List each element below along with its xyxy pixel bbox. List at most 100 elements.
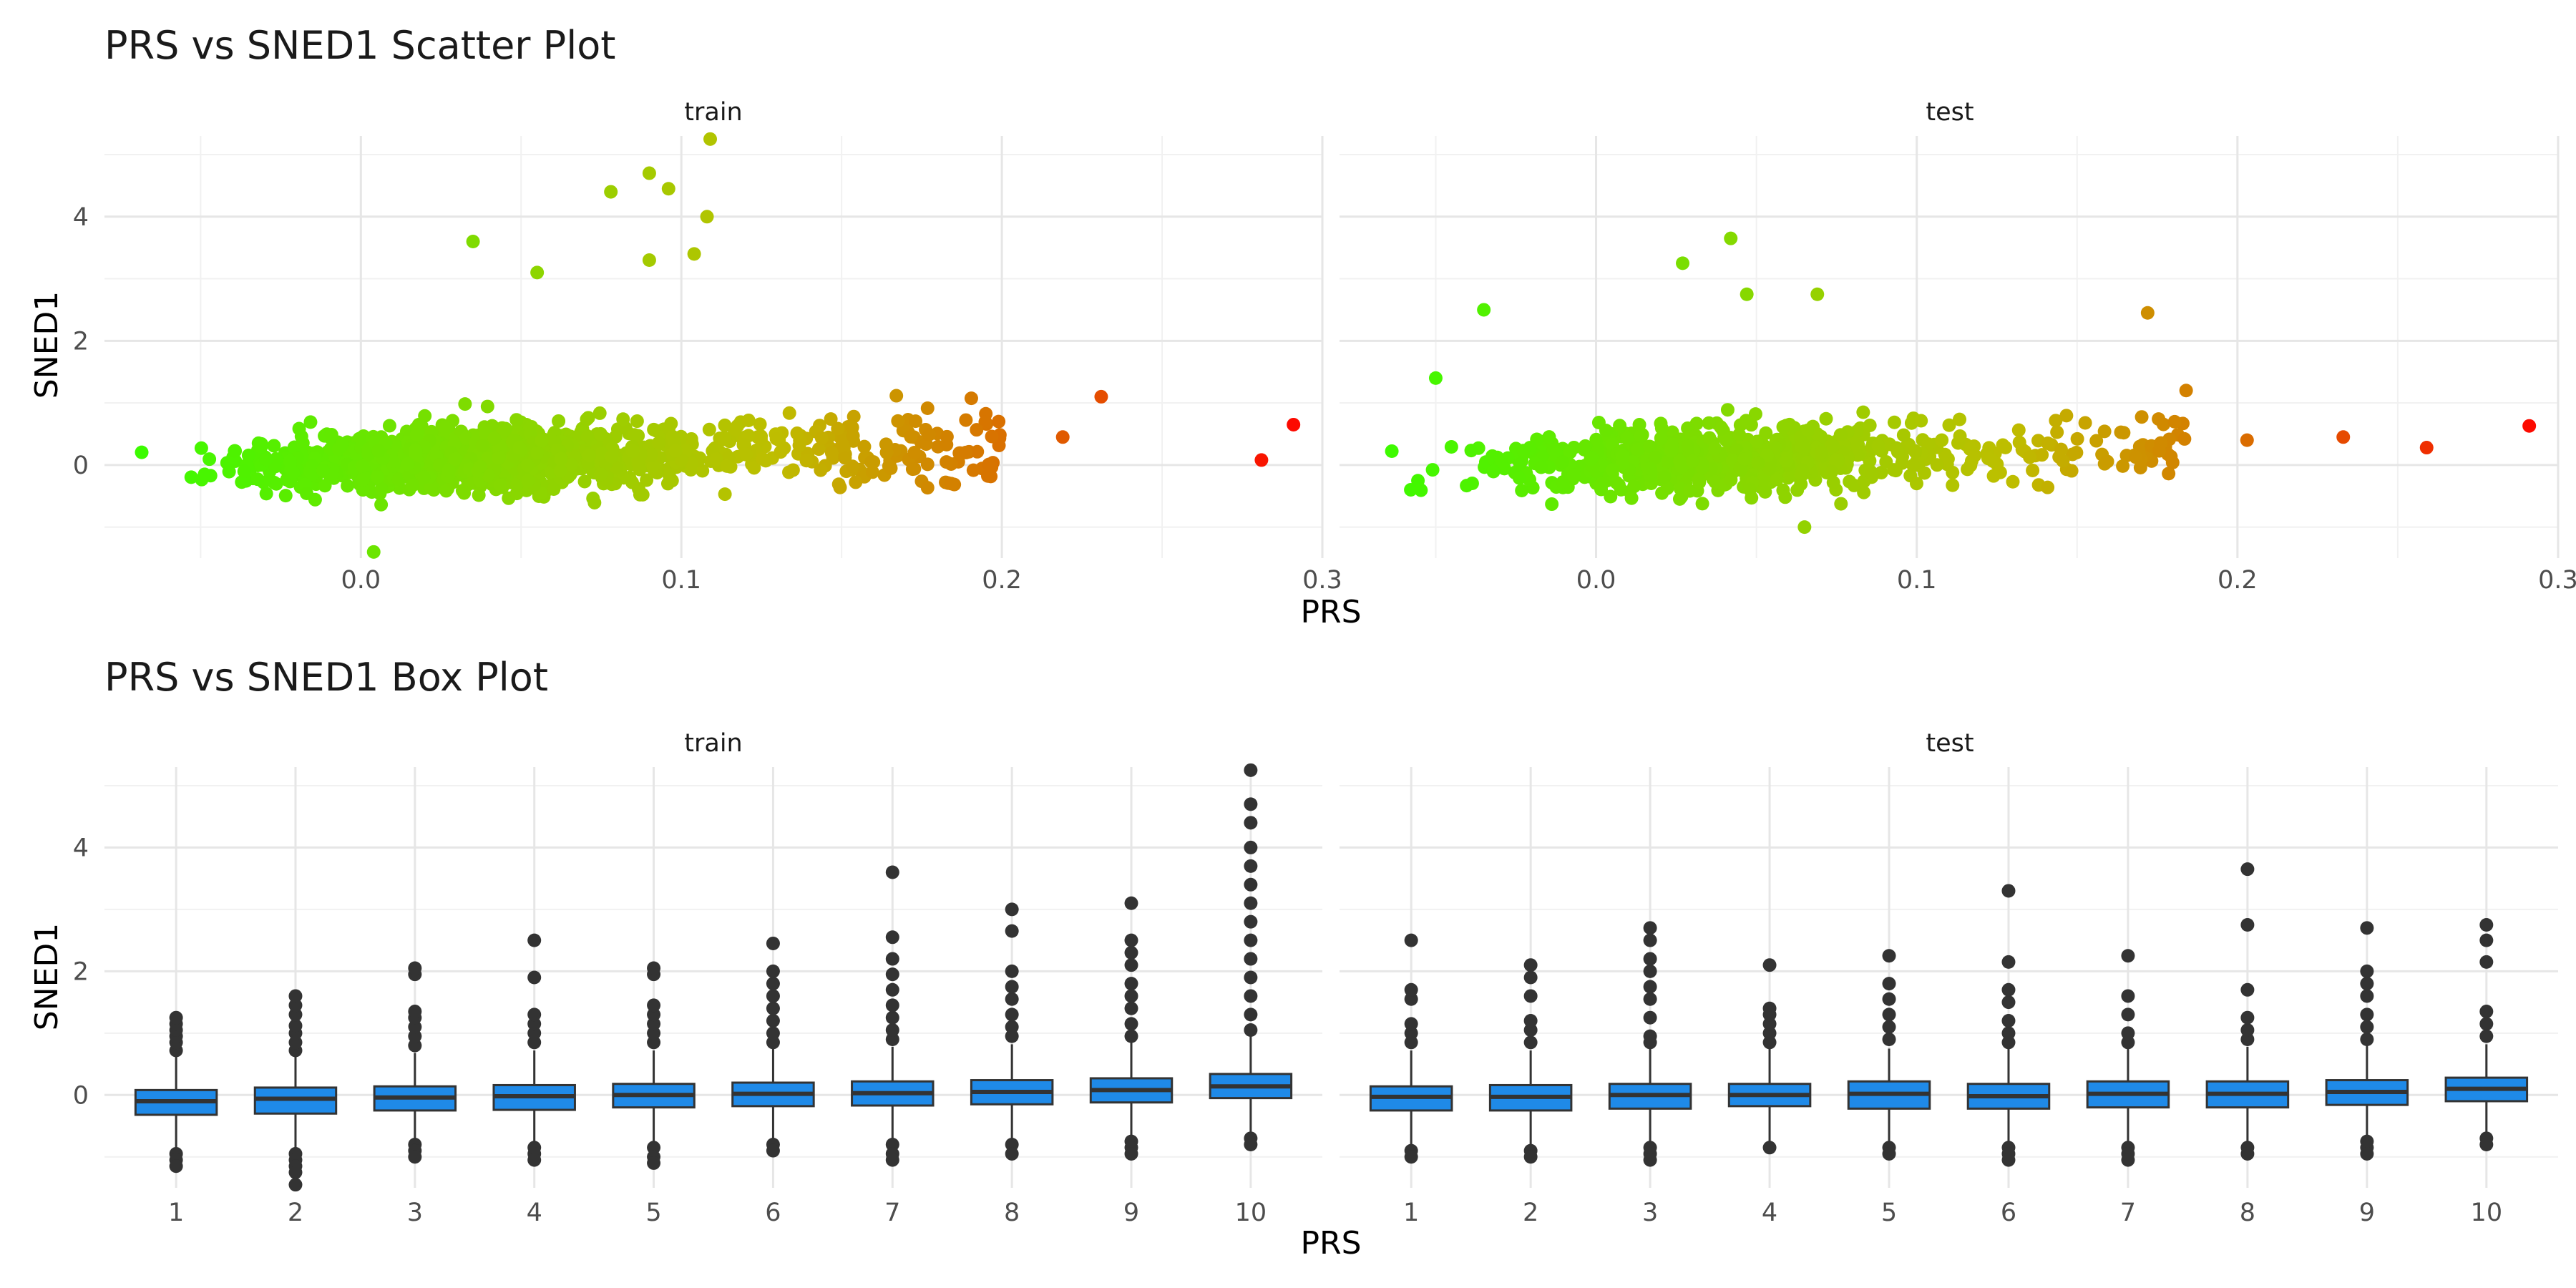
scatter-point <box>1857 485 1871 499</box>
outlier-point <box>2001 1014 2016 1028</box>
scatter-point <box>2059 409 2074 423</box>
outlier-point <box>1643 1010 1657 1025</box>
scatter-point <box>2100 454 2114 469</box>
scatter-point <box>1654 421 1669 435</box>
scatter-point <box>720 459 734 473</box>
scatter-point <box>458 397 472 411</box>
scatter-point <box>879 437 893 452</box>
scatter-point <box>1513 457 1527 471</box>
outlier-point <box>885 1010 899 1025</box>
scatter-point <box>441 463 456 477</box>
x-tick-label: 0.0 <box>341 566 381 595</box>
scatter-point <box>2070 431 2084 446</box>
outlier-point <box>766 936 780 950</box>
scatter-point <box>1953 429 1967 443</box>
x-tick-label: 2 <box>288 1199 303 1227</box>
scatter-point <box>630 414 644 429</box>
scatter-point <box>1287 417 1301 431</box>
outlier-point <box>408 961 422 975</box>
scatter-strip-train: train <box>684 98 742 127</box>
scatter-point <box>920 457 935 472</box>
scatter-point <box>847 409 861 424</box>
scatter-point <box>438 421 452 435</box>
scatter-point <box>2177 431 2192 446</box>
scatter-point <box>1497 462 1511 476</box>
scatter-point <box>1831 453 1845 467</box>
scatter-point <box>1516 444 1531 458</box>
scatter-point <box>530 446 545 460</box>
scatter-point <box>406 478 420 492</box>
scatter-point <box>592 406 607 420</box>
scatter-point <box>530 265 545 280</box>
scatter-point <box>1464 444 1478 458</box>
x-tick-label: 2 <box>1523 1199 1538 1227</box>
scatter-point <box>1834 497 1848 511</box>
scatter-point <box>228 444 242 458</box>
outlier-point <box>2001 955 2016 969</box>
scatter-point <box>1477 303 1491 317</box>
outlier-point <box>527 1153 542 1167</box>
scatter-point <box>739 447 753 462</box>
scatter-point <box>1719 433 1733 447</box>
scatter-point <box>2026 463 2040 477</box>
scatter-point <box>466 235 480 248</box>
scatter-point <box>512 441 527 455</box>
scatter-point <box>2078 416 2092 430</box>
scatter-point <box>1611 478 1626 492</box>
outlier-point <box>1005 924 1019 938</box>
scatter-point <box>577 474 592 489</box>
scatter-point <box>628 428 642 442</box>
outlier-point <box>1523 958 1538 972</box>
scatter-point <box>2167 414 2182 429</box>
x-tick-label: 4 <box>1762 1199 1777 1227</box>
outlier-point <box>885 1153 899 1167</box>
outlier-point <box>1124 989 1138 1003</box>
scatter-point <box>985 429 999 444</box>
outlier-point <box>1882 1008 1896 1022</box>
x-tick-label: 8 <box>1004 1199 1020 1227</box>
scatter-point <box>964 391 978 406</box>
scatter-point <box>2162 467 2176 481</box>
outlier-point <box>647 961 661 975</box>
scatter-point <box>499 421 513 436</box>
scatter-point <box>254 439 268 454</box>
outlier-point <box>1404 1150 1418 1164</box>
scatter-point <box>553 464 567 478</box>
outlier-point <box>1244 952 1258 966</box>
scatter-point <box>833 480 847 494</box>
outlier-point <box>1005 964 1019 978</box>
scatter-point <box>1648 450 1662 464</box>
outlier-point <box>2121 989 2135 1003</box>
scatter-point <box>594 467 608 482</box>
scatter-point <box>1254 453 1269 467</box>
scatter-point <box>2054 442 2068 457</box>
outlier-point <box>527 933 542 947</box>
x-tick-label: 10 <box>2471 1199 2503 1227</box>
outlier-point <box>2121 949 2135 963</box>
scatter-point <box>1790 483 1805 497</box>
scatter-point <box>493 478 507 492</box>
y-tick-label: 4 <box>73 834 89 862</box>
scatter-point <box>1826 439 1840 454</box>
x-tick-label: 0.3 <box>2538 566 2576 595</box>
scatter-point <box>741 413 756 427</box>
outlier-point <box>885 865 899 879</box>
scatter-point <box>457 486 472 500</box>
outlier-point <box>2240 982 2255 997</box>
scatter-point <box>940 429 954 444</box>
scatter-point <box>696 464 710 478</box>
scatter-point <box>1460 479 1474 493</box>
scatter-point <box>1702 431 1717 445</box>
scatter-point <box>790 426 804 441</box>
scatter-point <box>665 429 680 444</box>
scatter-point <box>824 446 839 460</box>
scatter-point <box>324 427 338 441</box>
scatter-point <box>267 439 281 453</box>
outlier-point <box>2479 1029 2494 1043</box>
scatter-point <box>814 431 829 445</box>
outlier-point <box>1882 992 1896 1006</box>
outlier-point <box>1005 1008 1019 1022</box>
outlier-point <box>2240 1146 2255 1161</box>
scatter-point <box>608 429 623 444</box>
x-tick-label: 5 <box>1881 1199 1897 1227</box>
